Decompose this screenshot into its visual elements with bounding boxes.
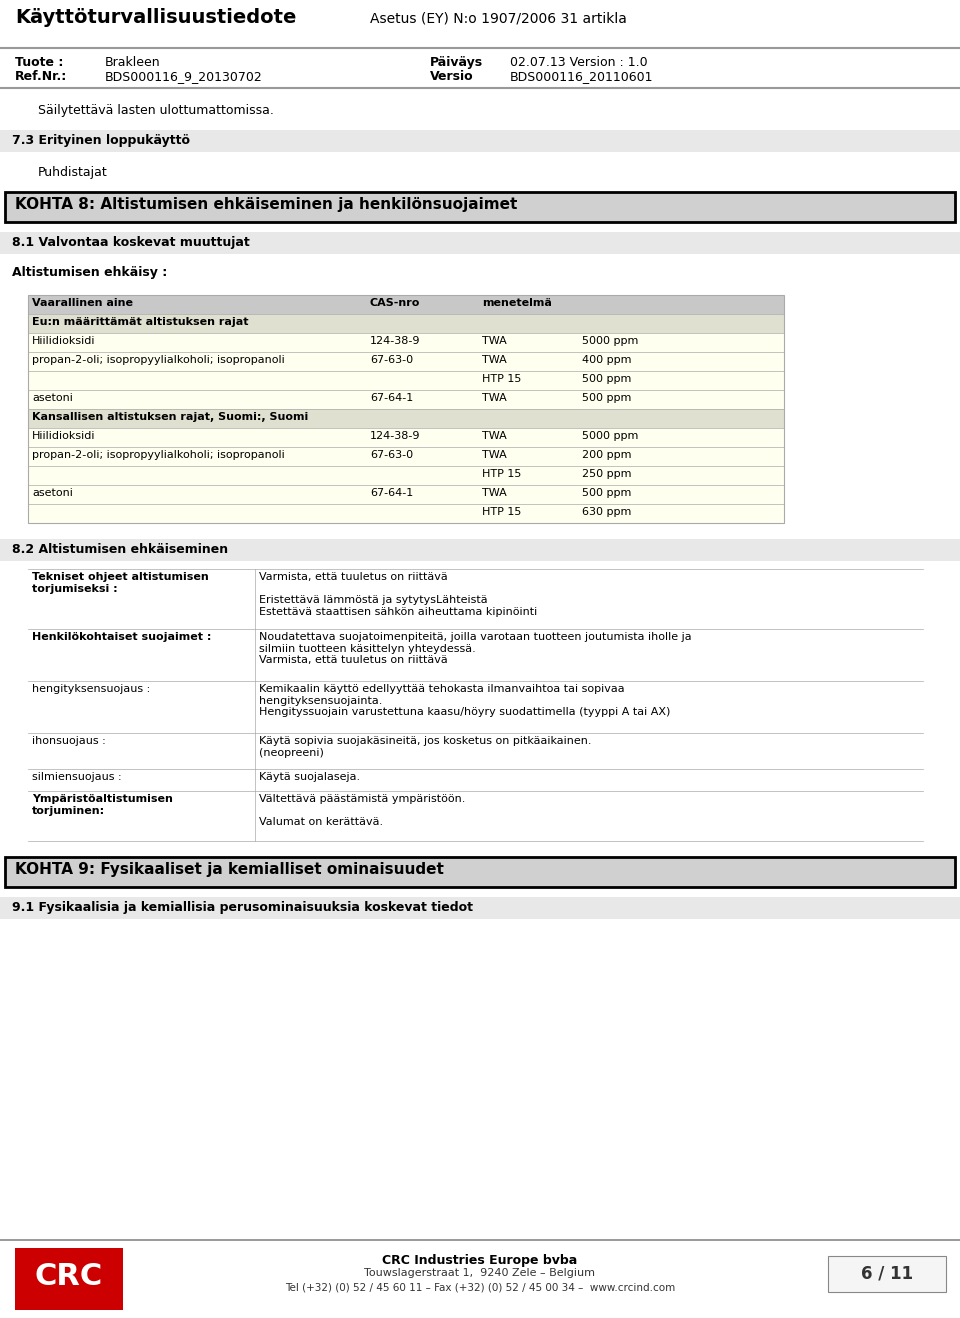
Text: CRC Industries Europe bvba: CRC Industries Europe bvba xyxy=(382,1253,578,1267)
Text: asetoni: asetoni xyxy=(32,488,73,498)
Text: Tuote :: Tuote : xyxy=(15,55,63,69)
Text: 8.2 Altistumisen ehkäiseminen: 8.2 Altistumisen ehkäiseminen xyxy=(12,543,228,556)
Text: 124-38-9: 124-38-9 xyxy=(370,431,420,442)
Bar xyxy=(28,390,784,409)
Text: Altistumisen ehkäisy :: Altistumisen ehkäisy : xyxy=(12,266,167,279)
Text: 67-64-1: 67-64-1 xyxy=(370,393,413,403)
Text: 7.3 Erityinen loppukäyttö: 7.3 Erityinen loppukäyttö xyxy=(12,134,190,148)
Text: Hiilidioksidi: Hiilidioksidi xyxy=(32,431,95,442)
Text: Kansallisen altistuksen rajat, Suomi:, Suomi: Kansallisen altistuksen rajat, Suomi:, S… xyxy=(32,413,308,422)
Text: 6 / 11: 6 / 11 xyxy=(861,1264,913,1282)
Text: propan-2-oli; isopropyylialkoholi; isopropanoli: propan-2-oli; isopropyylialkoholi; isopr… xyxy=(32,355,285,365)
Text: TWA: TWA xyxy=(482,449,507,460)
Text: Varmista, että tuuletus on riittävä

Eristettävä lämmöstä ja sytytysLähteistä
Es: Varmista, että tuuletus on riittävä Eris… xyxy=(259,572,538,617)
Text: TWA: TWA xyxy=(482,393,507,403)
Bar xyxy=(28,295,784,523)
Text: 67-63-0: 67-63-0 xyxy=(370,449,413,460)
Text: 500 ppm: 500 ppm xyxy=(582,393,632,403)
Text: Kemikaalin käyttö edellyyttää tehokasta ilmanvaihtoa tai sopivaa
hengityksensuoj: Kemikaalin käyttö edellyyttää tehokasta … xyxy=(259,684,670,717)
Text: 9.1 Fysikaalisia ja kemiallisia perusominaisuuksia koskevat tiedot: 9.1 Fysikaalisia ja kemiallisia perusomi… xyxy=(12,902,473,913)
Bar xyxy=(0,539,960,561)
Text: 500 ppm: 500 ppm xyxy=(582,374,632,384)
Text: 8.1 Valvontaa koskevat muuttujat: 8.1 Valvontaa koskevat muuttujat xyxy=(12,236,250,249)
Text: Noudatettava suojatoimenpiteitä, joilla varotaan tuotteen joutumista iholle ja
s: Noudatettava suojatoimenpiteitä, joilla … xyxy=(259,633,691,666)
Text: TWA: TWA xyxy=(482,355,507,365)
Text: hengityksensuojaus :: hengityksensuojaus : xyxy=(32,684,151,695)
Text: 5000 ppm: 5000 ppm xyxy=(582,431,638,442)
Bar xyxy=(28,370,784,390)
Text: Touwslagerstraat 1,  9240 Zele – Belgium: Touwslagerstraat 1, 9240 Zele – Belgium xyxy=(365,1268,595,1278)
Text: HTP 15: HTP 15 xyxy=(482,469,521,478)
Text: Versio: Versio xyxy=(430,70,473,83)
Text: Tel (+32) (0) 52 / 45 60 11 – Fax (+32) (0) 52 / 45 00 34 –  www.crcind.com: Tel (+32) (0) 52 / 45 60 11 – Fax (+32) … xyxy=(285,1282,675,1292)
Text: 02.07.13 Version : 1.0: 02.07.13 Version : 1.0 xyxy=(510,55,648,69)
Text: KOHTA 9: Fysikaaliset ja kemialliset ominaisuudet: KOHTA 9: Fysikaaliset ja kemialliset omi… xyxy=(15,862,444,876)
Text: 630 ppm: 630 ppm xyxy=(582,507,632,517)
Bar xyxy=(28,409,784,428)
Text: CAS-nro: CAS-nro xyxy=(370,298,420,308)
Text: 67-64-1: 67-64-1 xyxy=(370,488,413,498)
Text: Brakleen: Brakleen xyxy=(105,55,160,69)
Text: Asetus (EY) N:o 1907/2006 31 artikla: Asetus (EY) N:o 1907/2006 31 artikla xyxy=(370,12,627,26)
Text: BDS000116_20110601: BDS000116_20110601 xyxy=(510,70,654,83)
Text: TWA: TWA xyxy=(482,431,507,442)
Text: 124-38-9: 124-38-9 xyxy=(370,336,420,347)
Text: silmiensuojaus :: silmiensuojaus : xyxy=(32,772,122,782)
Text: Ympäristöaltistumisen
torjuminen:: Ympäristöaltistumisen torjuminen: xyxy=(32,793,173,816)
Text: TWA: TWA xyxy=(482,336,507,347)
Bar xyxy=(28,295,784,314)
Text: Säilytettävä lasten ulottumattomissa.: Säilytettävä lasten ulottumattomissa. xyxy=(38,104,274,117)
Text: ihonsuojaus :: ihonsuojaus : xyxy=(32,735,106,746)
Text: Henkilökohtaiset suojaimet :: Henkilökohtaiset suojaimet : xyxy=(32,633,211,642)
Text: Hiilidioksidi: Hiilidioksidi xyxy=(32,336,95,347)
Text: Päiväys: Päiväys xyxy=(430,55,483,69)
Text: 400 ppm: 400 ppm xyxy=(582,355,632,365)
Text: asetoni: asetoni xyxy=(32,393,73,403)
Bar xyxy=(28,447,784,467)
Text: 5000 ppm: 5000 ppm xyxy=(582,336,638,347)
Bar xyxy=(28,503,784,523)
Bar xyxy=(828,1256,946,1292)
Text: 200 ppm: 200 ppm xyxy=(582,449,632,460)
Bar xyxy=(0,130,960,152)
Bar xyxy=(15,1248,123,1310)
Bar xyxy=(28,467,784,485)
Text: Ref.Nr.:: Ref.Nr.: xyxy=(15,70,67,83)
Text: Vältettävä päästämistä ympäristöön.

Valumat on kerättävä.: Vältettävä päästämistä ympäristöön. Valu… xyxy=(259,793,466,828)
Text: Eu:n määrittämät altistuksen rajat: Eu:n määrittämät altistuksen rajat xyxy=(32,318,249,327)
Text: 500 ppm: 500 ppm xyxy=(582,488,632,498)
Bar xyxy=(28,352,784,370)
Text: Käyttöturvallisuustiedote: Käyttöturvallisuustiedote xyxy=(15,8,297,26)
Text: menetelmä: menetelmä xyxy=(482,298,552,308)
Bar xyxy=(28,333,784,352)
Bar xyxy=(28,314,784,333)
Text: 67-63-0: 67-63-0 xyxy=(370,355,413,365)
Text: TWA: TWA xyxy=(482,488,507,498)
Text: Käytä suojalaseja.: Käytä suojalaseja. xyxy=(259,772,360,782)
Bar xyxy=(28,485,784,503)
Text: CRC: CRC xyxy=(35,1263,103,1292)
Text: Tekniset ohjeet altistumisen
torjumiseksi :: Tekniset ohjeet altistumisen torjumiseks… xyxy=(32,572,208,593)
Bar xyxy=(28,428,784,447)
Bar xyxy=(0,232,960,254)
Text: BDS000116_9_20130702: BDS000116_9_20130702 xyxy=(105,70,263,83)
Text: HTP 15: HTP 15 xyxy=(482,507,521,517)
Bar xyxy=(5,192,955,221)
Bar xyxy=(5,857,955,887)
Text: propan-2-oli; isopropyylialkoholi; isopropanoli: propan-2-oli; isopropyylialkoholi; isopr… xyxy=(32,449,285,460)
Text: HTP 15: HTP 15 xyxy=(482,374,521,384)
Bar xyxy=(0,898,960,919)
Text: Käytä sopivia suojakäsineitä, jos kosketus on pitkäaikainen.
(neopreeni): Käytä sopivia suojakäsineitä, jos kosket… xyxy=(259,735,591,758)
Text: Vaarallinen aine: Vaarallinen aine xyxy=(32,298,133,308)
Text: 250 ppm: 250 ppm xyxy=(582,469,632,478)
Text: Puhdistajat: Puhdistajat xyxy=(38,166,108,179)
Text: KOHTA 8: Altistumisen ehkäiseminen ja henkilönsuojaimet: KOHTA 8: Altistumisen ehkäiseminen ja he… xyxy=(15,196,517,212)
